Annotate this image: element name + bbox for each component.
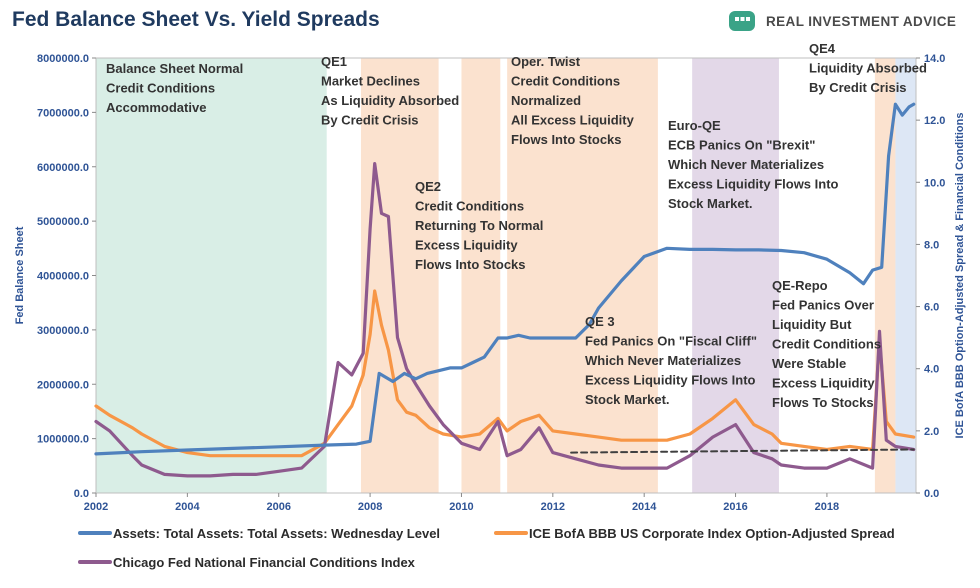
annotation-line: Flows Into Stocks — [511, 132, 622, 147]
annotation-line: Normalized — [511, 93, 581, 108]
annotation-line: Which Never Materializes — [585, 353, 741, 368]
annotation-euroqe: Euro-QE ECB Panics On "Brexit" Which Never… — [668, 118, 839, 211]
annotation-line: Were Stable — [772, 356, 846, 371]
x-tick-label: 2012 — [541, 501, 565, 513]
x-tick-label: 2006 — [266, 501, 290, 513]
y-tick-label: 5000000.0 — [37, 216, 89, 228]
y2-axis-label: ICE BofA BBB Option-Adjusted Spread & Fi… — [954, 113, 966, 439]
y2-tick-label: 12.0 — [924, 115, 945, 127]
y-tick-label: 7000000.0 — [37, 107, 89, 119]
shaded-period-6 — [895, 58, 916, 493]
shaded-period-4 — [692, 58, 779, 493]
annotation-normal: Balance Sheet Normal Credit Conditions Acc… — [106, 61, 243, 115]
brand-shield-icon — [729, 11, 755, 31]
shaded-periods — [96, 58, 916, 493]
balance-sheet-line — [94, 102, 916, 456]
legend-label: Chicago Fed National Financial Condition… — [113, 555, 416, 570]
annotation-line: Flows To Stocks — [772, 395, 874, 410]
annotation-qe4: QE4 Liquidity Absorbed By Credit Crisis — [809, 41, 927, 95]
brand-logo: REAL INVESTMENT ADVICE — [728, 10, 956, 32]
y-tick-label: 4000000.0 — [37, 271, 89, 283]
x-tick-label: 2010 — [449, 501, 473, 513]
annotation-line: Euro-QE — [668, 118, 721, 133]
annotation-qe1: QE1 Market Declines As Liquidity Absorbed B… — [321, 54, 459, 128]
y-tick-label: 3000000.0 — [37, 325, 89, 337]
annotation-line: QE2 — [415, 179, 441, 194]
axes: 0.0 1000000.0 2000000.0 3000000.0 4000000.0 5… — [14, 53, 966, 513]
annotation-line: Fed Panics On "Fiscal Cliff" — [585, 334, 757, 349]
annotation-line: All Excess Liquidity — [511, 113, 635, 128]
annotation-line: By Credit Crisis — [321, 113, 419, 128]
x-tick-label: 2004 — [175, 501, 200, 513]
legend: Assets: Total Assets: Total Assets: Wedn… — [78, 526, 895, 570]
chart-title: Fed Balance Sheet Vs. Yield Spreads — [12, 8, 380, 31]
trend-dashed-line — [570, 448, 915, 454]
annotation-line: QE4 — [809, 41, 836, 56]
annotation-line: Liquidity Absorbed — [809, 61, 927, 76]
annotation-line: Excess Liquidity — [415, 238, 518, 253]
y2-tick-label: 8.0 — [924, 239, 939, 251]
bbb-spread-line — [94, 289, 916, 458]
annotation-line: Accommodative — [106, 100, 206, 115]
y2-tick-label: 10.0 — [924, 177, 945, 189]
y-tick-label: 6000000.0 — [37, 162, 89, 174]
annotation-line: Market Declines — [321, 74, 420, 89]
shaded-period-5 — [874, 58, 896, 493]
annotation-line: Which Never Materializes — [668, 157, 824, 172]
annotation-line: Excess Liquidity — [772, 376, 875, 391]
shaded-period-3 — [507, 58, 658, 493]
annotation-line: By Credit Crisis — [809, 80, 907, 95]
annotation-line: Liquidity But — [772, 317, 852, 332]
x-tick-label: 2008 — [358, 501, 382, 513]
y-tick-label: 2000000.0 — [37, 379, 89, 391]
legend-label: ICE BofA BBB US Corporate Index Option-A… — [529, 526, 895, 541]
shaded-period-0 — [96, 58, 327, 493]
annotation-line: QE-Repo — [772, 278, 828, 293]
annotations: Balance Sheet Normal Credit Conditions Acc… — [106, 41, 927, 410]
x-tick-label: 2014 — [632, 501, 657, 513]
x-tick-label: 2016 — [723, 501, 747, 513]
brand-name: REAL INVESTMENT ADVICE — [766, 13, 957, 29]
y2-tick-label: 6.0 — [924, 302, 939, 314]
annotation-twist: Oper. Twist Credit Conditions Normalized Al… — [511, 54, 635, 147]
annotation-line: Flows Into Stocks — [415, 257, 526, 272]
series-lines — [94, 102, 916, 478]
annotation-line: Credit Conditions — [415, 199, 524, 214]
x-tick-label: 2002 — [84, 501, 108, 513]
annotation-line: As Liquidity Absorbed — [321, 93, 459, 108]
annotation-line: QE 3 — [585, 314, 615, 329]
annotation-line: Returning To Normal — [415, 218, 543, 233]
annotation-line: Stock Market. — [585, 392, 670, 407]
annotation-line: Excess Liquidity Flows Into — [585, 373, 756, 388]
annotation-line: Stock Market. — [668, 196, 753, 211]
annotation-qe2: QE2 Credit Conditions Returning To Normal E… — [415, 179, 543, 272]
y-tick-label: 8000000.0 — [37, 53, 89, 65]
y2-tick-label: 2.0 — [924, 426, 939, 438]
annotation-line: Credit Conditions — [511, 74, 620, 89]
annotation-line: Fed Panics Over — [772, 298, 874, 313]
annotation-line: QE1 — [321, 54, 347, 69]
annotation-line: Balance Sheet Normal — [106, 61, 243, 76]
nfci-line — [94, 162, 916, 478]
annotation-line: Credit Conditions — [772, 337, 881, 352]
annotation-qe3: QE 3 Fed Panics On "Fiscal Cliff" Which Ne… — [585, 314, 757, 407]
y-tick-label: 1000000.0 — [37, 434, 89, 446]
annotation-qerepo: QE-Repo Fed Panics Over Liquidity But Credi… — [772, 278, 881, 410]
y-tick-label: 0.0 — [74, 488, 89, 500]
annotation-line: ECB Panics On "Brexit" — [668, 138, 815, 153]
y2-tick-label: 0.0 — [924, 488, 939, 500]
annotation-line: Credit Conditions — [106, 81, 215, 96]
y2-tick-label: 4.0 — [924, 364, 939, 376]
annotation-line: Oper. Twist — [511, 54, 581, 69]
y2-tick-label: 14.0 — [924, 53, 945, 65]
legend-label: Assets: Total Assets: Total Assets: Wedn… — [113, 526, 440, 541]
x-tick-label: 2018 — [815, 501, 839, 513]
y-axis-label: Fed Balance Sheet — [14, 226, 26, 324]
annotation-line: Excess Liquidity Flows Into — [668, 177, 839, 192]
